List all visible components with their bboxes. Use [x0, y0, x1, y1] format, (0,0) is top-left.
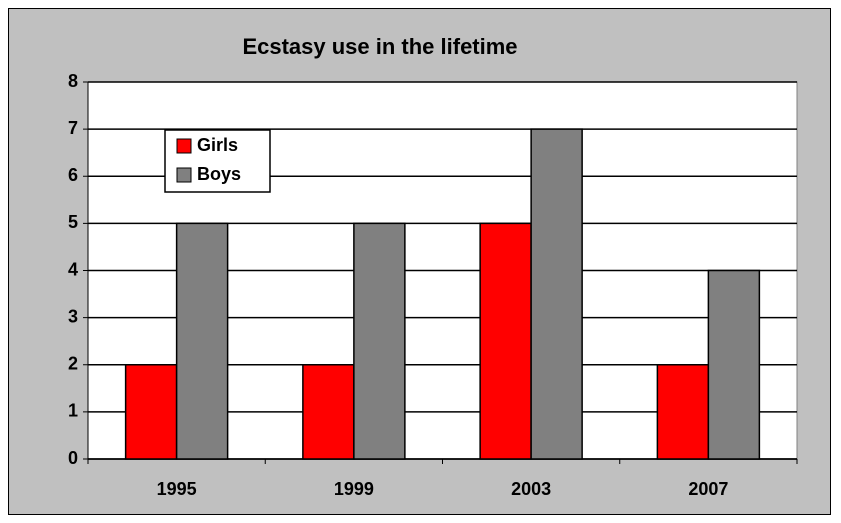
x-tick-label: 2003: [511, 479, 551, 499]
y-tick-label: 5: [68, 212, 78, 232]
legend-swatch: [176, 167, 192, 183]
legend-swatch: [176, 138, 192, 154]
legend-label: Girls: [197, 135, 238, 155]
bar: [479, 222, 532, 460]
y-tick-label: 6: [68, 165, 78, 185]
y-tick-label: 7: [68, 118, 78, 138]
x-tick-label: 1999: [334, 479, 374, 499]
bar: [175, 222, 229, 460]
x-tick-label: 1995: [157, 479, 197, 499]
chart-title: Ecstasy use in the lifetime: [242, 34, 517, 59]
bar: [707, 269, 761, 460]
y-tick-label: 0: [68, 448, 78, 468]
legend-label: Boys: [197, 164, 241, 184]
y-tick-label: 1: [68, 401, 78, 421]
bar: [302, 364, 355, 460]
bar: [530, 128, 583, 460]
y-tick-label: 3: [68, 306, 78, 326]
y-tick-label: 2: [68, 354, 78, 374]
y-tick-label: 8: [68, 71, 78, 91]
y-tick-label: 4: [68, 259, 78, 279]
bar: [353, 222, 406, 460]
x-tick-label: 2007: [688, 479, 728, 499]
bar: [124, 364, 178, 460]
bar: [656, 364, 710, 460]
